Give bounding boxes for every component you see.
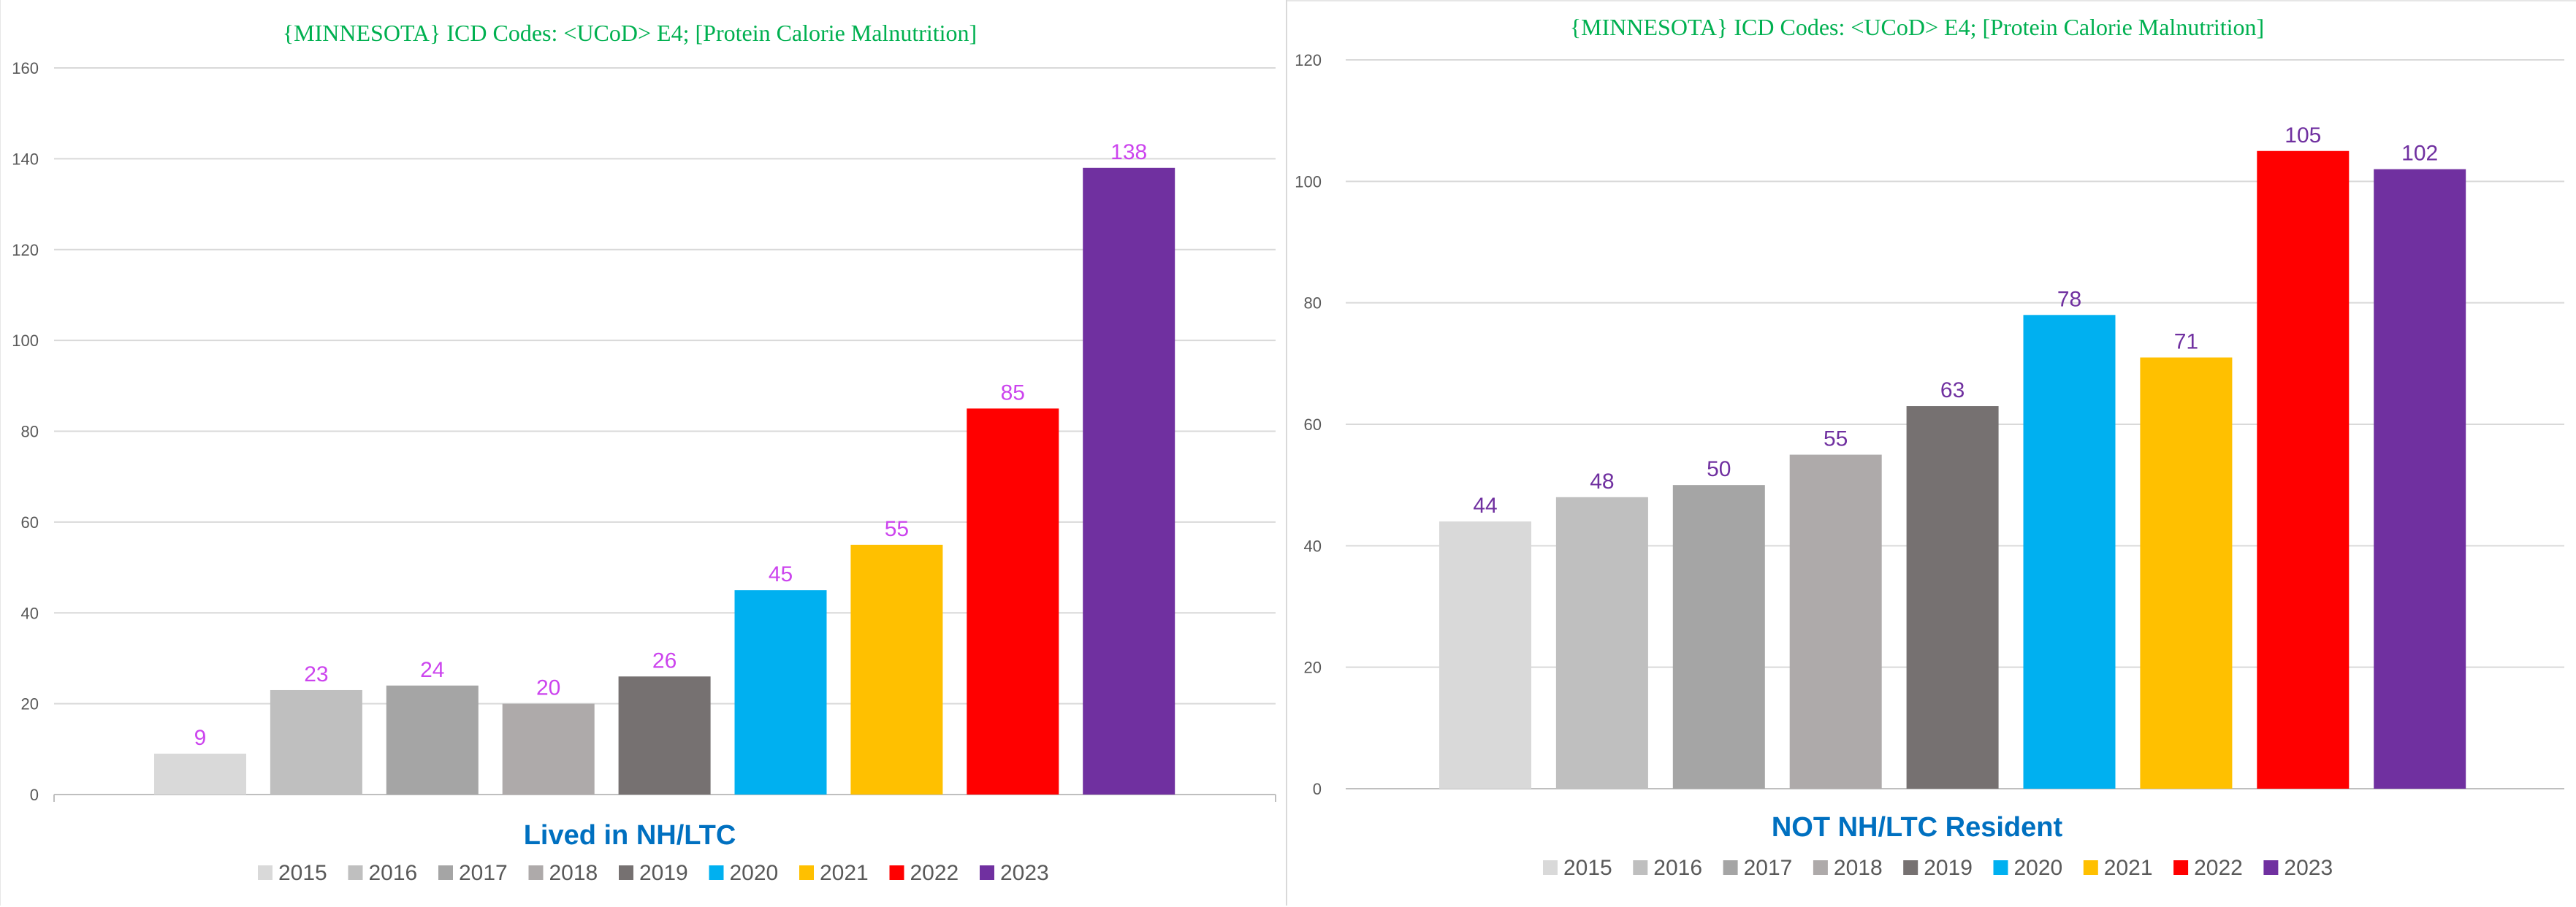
left-chart-panel: {MINNESOTA} ICD Codes: <UCoD> E4; [Prote… xyxy=(0,0,1287,906)
bar-2020 xyxy=(2023,315,2116,789)
legend-swatch-2023 xyxy=(2263,860,2279,875)
bar-2023 xyxy=(2374,169,2466,789)
data-label-2015: 44 xyxy=(1473,494,1497,518)
y-tick-label: 140 xyxy=(12,150,39,168)
legend-label-2023: 2023 xyxy=(2284,856,2333,880)
data-label-2017: 50 xyxy=(1707,457,1731,481)
legend-label-2016: 2016 xyxy=(1653,856,1702,880)
y-tick-label: 80 xyxy=(21,423,39,441)
legend-label-2023: 2023 xyxy=(1000,861,1049,885)
y-tick-label: 80 xyxy=(1304,294,1322,313)
legend-swatch-2023 xyxy=(980,865,994,880)
legend-swatch-2022 xyxy=(889,865,904,880)
data-label-2023: 102 xyxy=(2401,142,2438,166)
data-label-2018: 55 xyxy=(1824,427,1848,451)
bar-2015 xyxy=(1439,521,1531,789)
y-tick-label: 20 xyxy=(1304,659,1322,677)
bar-2023 xyxy=(1083,167,1175,795)
bar-2022 xyxy=(967,408,1059,795)
data-label-2021: 71 xyxy=(2174,330,2198,354)
y-tick-label: 100 xyxy=(1295,172,1322,191)
y-tick-label: 100 xyxy=(12,332,39,350)
bar-2018 xyxy=(1789,454,1882,789)
legend-label-2020: 2020 xyxy=(2014,856,2063,880)
data-label-2021: 55 xyxy=(885,517,909,541)
data-label-2023: 138 xyxy=(1110,140,1147,164)
chart-svg: {MINNESOTA} ICD Codes: <UCoD> E4; [Prote… xyxy=(1295,14,2564,880)
legend-swatch-2016 xyxy=(1633,860,1648,875)
bar-2015 xyxy=(154,754,246,795)
data-label-2019: 63 xyxy=(1940,378,1965,402)
bar-2016 xyxy=(1555,497,1648,789)
legend-swatch-2020 xyxy=(709,865,724,880)
y-tick-label: 0 xyxy=(1313,780,1322,798)
legend-swatch-2021 xyxy=(2083,860,2098,875)
legend-label-2017: 2017 xyxy=(1744,856,1793,880)
legend-label-2015: 2015 xyxy=(278,861,327,885)
y-tick-label: 40 xyxy=(21,604,39,622)
right-chart-panel: {MINNESOTA} ICD Codes: <UCoD> E4; [Prote… xyxy=(1287,0,2576,906)
legend-label-2020: 2020 xyxy=(730,861,779,885)
chart-subtitle: Lived in NH/LTC xyxy=(524,820,736,851)
y-tick-label: 60 xyxy=(1304,416,1322,434)
y-tick-label: 0 xyxy=(30,786,39,804)
y-tick-label: 60 xyxy=(21,513,39,532)
data-label-2015: 9 xyxy=(194,726,207,750)
chart-title: {MINNESOTA} ICD Codes: <UCoD> E4; [Prote… xyxy=(1570,14,2264,40)
legend-label-2019: 2019 xyxy=(639,861,688,885)
chart-subtitle: NOT NH/LTC Resident xyxy=(1772,812,2063,843)
data-label-2019: 26 xyxy=(652,648,677,673)
y-tick-label: 120 xyxy=(12,241,39,259)
legend-label-2015: 2015 xyxy=(1563,856,1612,880)
legend-swatch-2019 xyxy=(1903,860,1918,875)
y-tick-label: 160 xyxy=(12,59,39,77)
legend-swatch-2015 xyxy=(1543,860,1558,875)
legend-swatch-2015 xyxy=(258,865,273,880)
legend-swatch-2020 xyxy=(1993,860,2008,875)
data-label-2022: 105 xyxy=(2285,123,2321,148)
y-tick-label: 120 xyxy=(1295,51,1322,69)
chart-title: {MINNESOTA} ICD Codes: <UCoD> E4; [Prote… xyxy=(283,20,977,46)
y-tick-label: 40 xyxy=(1304,537,1322,555)
legend-swatch-2016 xyxy=(348,865,363,880)
legend-swatch-2018 xyxy=(1813,860,1828,875)
data-label-2020: 45 xyxy=(769,562,793,586)
legend-swatch-2019 xyxy=(619,865,633,880)
bar-2017 xyxy=(1672,485,1765,789)
legend-label-2019: 2019 xyxy=(1924,856,1973,880)
legend-label-2017: 2017 xyxy=(459,861,508,885)
bar-2021 xyxy=(850,544,943,795)
data-label-2017: 24 xyxy=(420,658,444,682)
bar-2019 xyxy=(1906,406,1999,789)
legend-label-2018: 2018 xyxy=(549,861,598,885)
legend-swatch-2017 xyxy=(1723,860,1738,875)
legend-label-2018: 2018 xyxy=(1834,856,1883,880)
bar-2016 xyxy=(270,689,362,795)
y-tick-label: 20 xyxy=(21,695,39,713)
bar-2021 xyxy=(2140,357,2233,789)
legend-swatch-2018 xyxy=(528,865,544,880)
bar-2019 xyxy=(618,676,711,795)
legend-label-2022: 2022 xyxy=(2194,856,2243,880)
data-label-2018: 20 xyxy=(536,676,560,700)
bar-2022 xyxy=(2257,150,2350,789)
bar-2017 xyxy=(386,685,479,795)
data-label-2016: 48 xyxy=(1590,470,1614,494)
legend-swatch-2022 xyxy=(2173,860,2189,875)
data-label-2016: 23 xyxy=(304,662,328,686)
legend-label-2021: 2021 xyxy=(2104,856,2153,880)
data-label-2022: 85 xyxy=(1001,380,1025,405)
legend-swatch-2017 xyxy=(438,865,453,880)
chart-svg: {MINNESOTA} ICD Codes: <UCoD> E4; [Prote… xyxy=(12,20,1276,885)
legend-label-2022: 2022 xyxy=(910,861,959,885)
bar-2018 xyxy=(502,703,595,795)
bar-2020 xyxy=(734,590,827,795)
data-label-2020: 78 xyxy=(2057,287,2081,311)
legend-label-2016: 2016 xyxy=(369,861,418,885)
legend-label-2021: 2021 xyxy=(820,861,869,885)
legend-swatch-2021 xyxy=(799,865,814,880)
